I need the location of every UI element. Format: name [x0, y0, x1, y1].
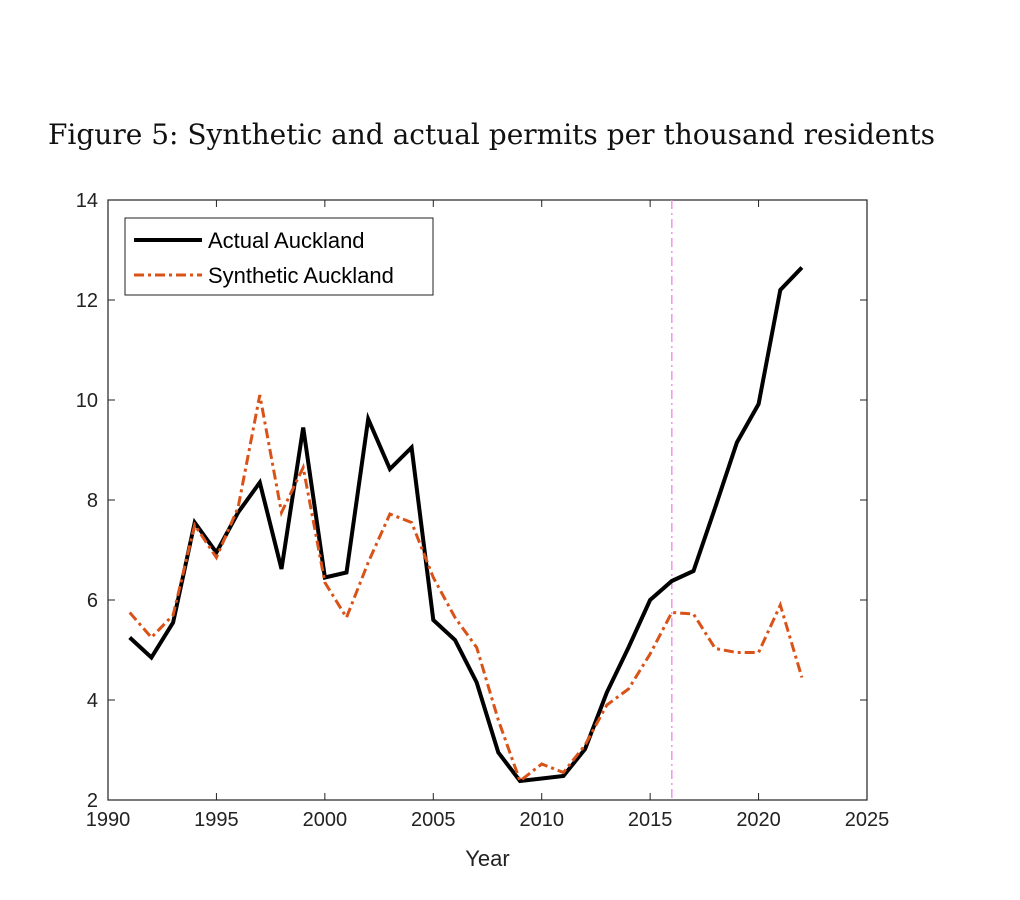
y-tick-label: 6 — [87, 590, 98, 612]
x-tick-label: 1995 — [194, 809, 239, 831]
series-layer — [128, 266, 804, 784]
x-tick-label: 2015 — [628, 809, 673, 831]
series-line-actual-auckland — [128, 266, 804, 784]
x-tick-label: 2025 — [845, 809, 890, 831]
y-tick-label: 14 — [76, 190, 98, 212]
legend-box — [124, 217, 434, 296]
legend-label-actual-auckland: Actual Auckland — [208, 228, 365, 253]
x-axis-label: Year — [465, 846, 509, 871]
legend: Actual Auckland Synthetic Auckland — [124, 217, 434, 296]
legend-label-synthetic-auckland: Synthetic Auckland — [208, 263, 394, 288]
y-tick-label: 10 — [76, 390, 98, 412]
y-tick-label: 2 — [87, 790, 98, 812]
x-tick-label: 2020 — [736, 809, 781, 831]
y-tick-label: 8 — [87, 490, 98, 512]
y-tick-label: 4 — [87, 690, 98, 712]
x-tick-label: 2005 — [411, 809, 456, 831]
y-tick-label: 12 — [76, 290, 98, 312]
x-tick-label: 2000 — [303, 809, 348, 831]
series-line-synthetic-auckland — [128, 394, 804, 784]
x-tick-label: 1990 — [86, 809, 131, 831]
x-tick-label: 2010 — [519, 809, 564, 831]
figure-caption: Figure 5: Synthetic and actual permits p… — [48, 118, 935, 151]
axes: 1990 1995 2000 2005 2010 2015 2020 2025 2 4 6 8 10 12… — [76, 190, 890, 871]
